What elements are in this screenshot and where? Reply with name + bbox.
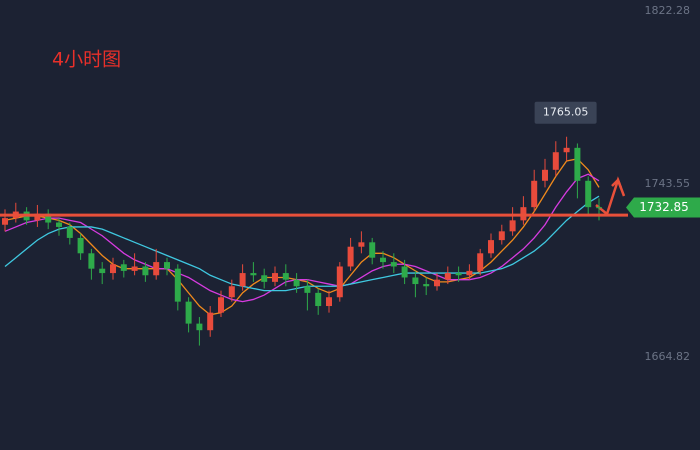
candle-body	[304, 286, 311, 293]
y-tick-label: 1664.82	[645, 350, 691, 363]
candle-body	[88, 253, 95, 269]
candle-body	[77, 237, 84, 254]
candle-body	[477, 253, 484, 271]
last-price-box	[626, 197, 700, 218]
candle-body	[455, 273, 462, 276]
candle-body	[99, 268, 106, 274]
candle-body	[552, 152, 559, 170]
candle-body	[401, 266, 408, 278]
candle-body	[2, 218, 8, 225]
high-tag: 1765.05	[543, 106, 589, 119]
candle-body	[164, 262, 170, 269]
candle-body	[326, 297, 332, 307]
high-tag-box	[534, 101, 597, 124]
candle-body	[185, 301, 192, 324]
candle-body	[444, 273, 451, 280]
moving-average-line	[4, 173, 600, 303]
candle-body	[531, 180, 538, 208]
candle-body	[120, 264, 127, 271]
candle-body	[498, 231, 505, 241]
candle-body	[131, 266, 138, 271]
candle-body	[423, 284, 430, 287]
candle-body	[218, 297, 224, 313]
y-tick-label: 1743.55	[645, 177, 691, 190]
candle-body	[66, 226, 73, 238]
candle-body	[412, 277, 419, 285]
candle-body	[142, 266, 149, 276]
moving-average-line	[4, 158, 600, 316]
candle-body	[196, 323, 203, 331]
last-price-label: 1732.85	[639, 200, 689, 214]
candle-body	[336, 266, 343, 298]
candle-body	[542, 169, 548, 181]
candle-body	[261, 275, 268, 282]
candle-body	[250, 273, 257, 276]
candle-body	[110, 264, 116, 274]
candle-body	[174, 268, 181, 302]
candle-body	[239, 273, 246, 287]
candle-body	[585, 180, 592, 208]
candle-body	[34, 213, 41, 221]
candle-body	[358, 242, 365, 247]
candle-body	[153, 262, 160, 276]
candle-body	[466, 270, 473, 276]
y-tick-label: 1822.28	[645, 4, 691, 17]
candle-body	[207, 312, 214, 331]
candle-body	[434, 279, 440, 287]
candle-body	[272, 273, 278, 282]
candle-body	[509, 220, 516, 232]
candle-body	[574, 147, 581, 181]
candle-body	[56, 222, 62, 227]
candle-body	[282, 273, 289, 280]
candle-body	[45, 213, 52, 223]
candle-body	[380, 257, 386, 263]
candle-body	[228, 286, 235, 298]
candle-body	[563, 147, 570, 153]
candle-body	[596, 207, 602, 209]
candle-body	[347, 246, 354, 267]
chart-title: 4小时图	[52, 49, 121, 71]
candle-body	[488, 240, 494, 254]
moving-average-line	[4, 195, 600, 292]
annotation-arrow-head	[611, 177, 623, 189]
candle-body	[315, 292, 322, 307]
candle-body	[390, 262, 397, 267]
candle-body	[369, 242, 376, 258]
candle-body	[293, 279, 300, 287]
